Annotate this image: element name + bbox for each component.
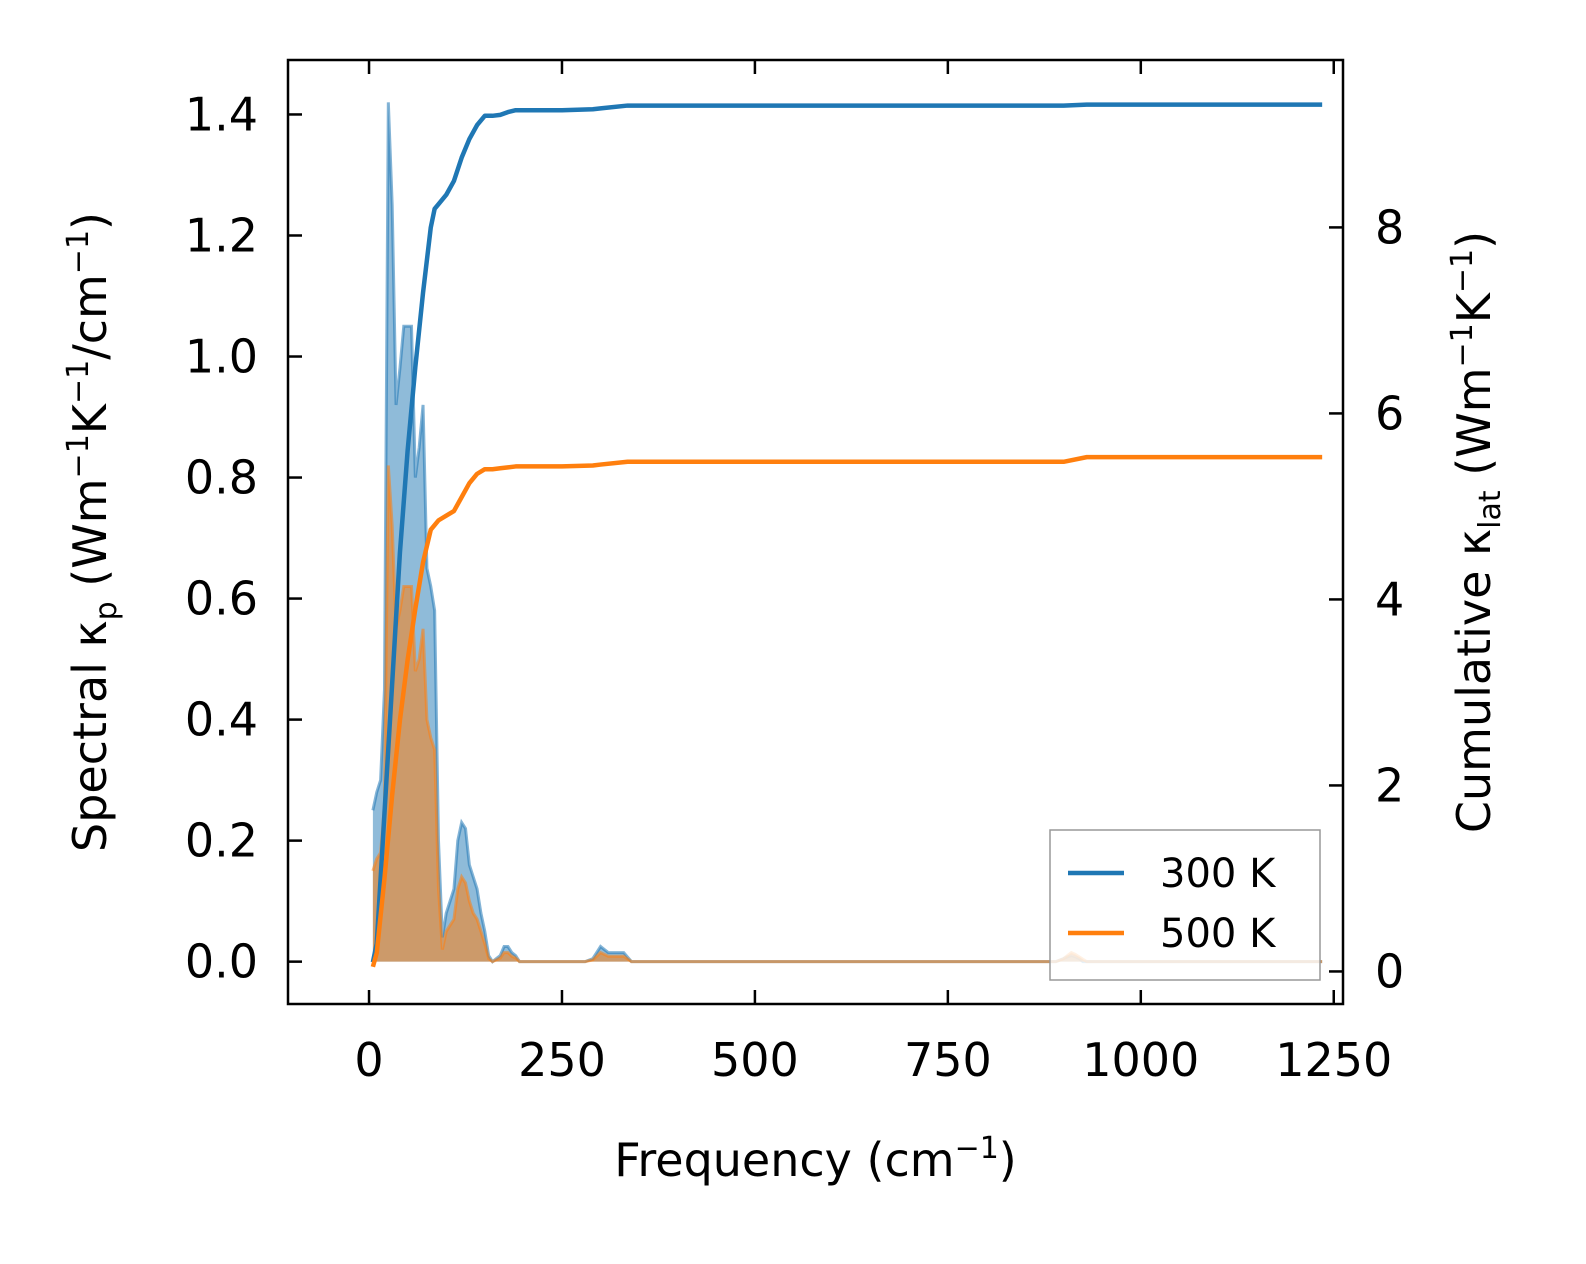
y-left-tick-label: 0.2 [185, 814, 258, 868]
x-tick-label: 250 [518, 1033, 606, 1087]
legend-label: 500 K [1160, 911, 1277, 957]
legend-box [1049, 829, 1321, 981]
y-right-tick-label: 8 [1375, 200, 1404, 254]
y-left-tick-label: 0.0 [185, 935, 258, 989]
y-left-tick-label: 1.0 [185, 330, 258, 384]
y-right-tick-label: 0 [1375, 944, 1404, 998]
cumulative-line-500k [370, 454, 1323, 968]
x-tick-label: 750 [904, 1033, 992, 1087]
x-axis-ticks: 0 250 500 750 1000 1250 [354, 60, 1392, 1087]
y-right-axis-title: Cumulative κlat (Wm−1K−1) [1445, 231, 1508, 833]
y-right-tick-label: 4 [1375, 572, 1404, 626]
line-layer [370, 102, 1323, 968]
y-left-tick-label: 0.6 [185, 572, 258, 626]
y-right-tick-label: 2 [1375, 758, 1404, 812]
plot-frame [286, 58, 1345, 1006]
y-left-tick-label: 1.4 [185, 87, 258, 141]
legend-label: 300 K [1160, 851, 1277, 897]
x-tick-label: 1250 [1275, 1033, 1392, 1087]
cumulative-line-300k [370, 102, 1323, 963]
y-left-axis-ticks: 0.0 0.2 0.4 0.6 0.8 1.0 1.2 1.4 [185, 87, 302, 989]
x-tick-label: 1000 [1082, 1033, 1199, 1087]
y-left-tick-label: 0.8 [185, 451, 258, 505]
y-right-tick-label: 6 [1375, 386, 1404, 440]
x-tick-label: 0 [354, 1033, 383, 1087]
y-left-tick-label: 1.2 [185, 208, 258, 262]
y-left-tick-label: 0.4 [185, 693, 258, 747]
y-left-axis-title: Spectral κp (Wm−1K−1/cm−1) [61, 212, 124, 852]
x-tick-label: 500 [711, 1033, 799, 1087]
y-right-axis-ticks: 0 2 4 6 8 [1329, 200, 1404, 998]
spectral-area-300k [372, 102, 1323, 962]
legend: 300 K 500 K [1049, 829, 1321, 981]
spectral-area-500k [372, 465, 1323, 962]
x-axis-title: Frequency (cm−1) [614, 1131, 1017, 1187]
